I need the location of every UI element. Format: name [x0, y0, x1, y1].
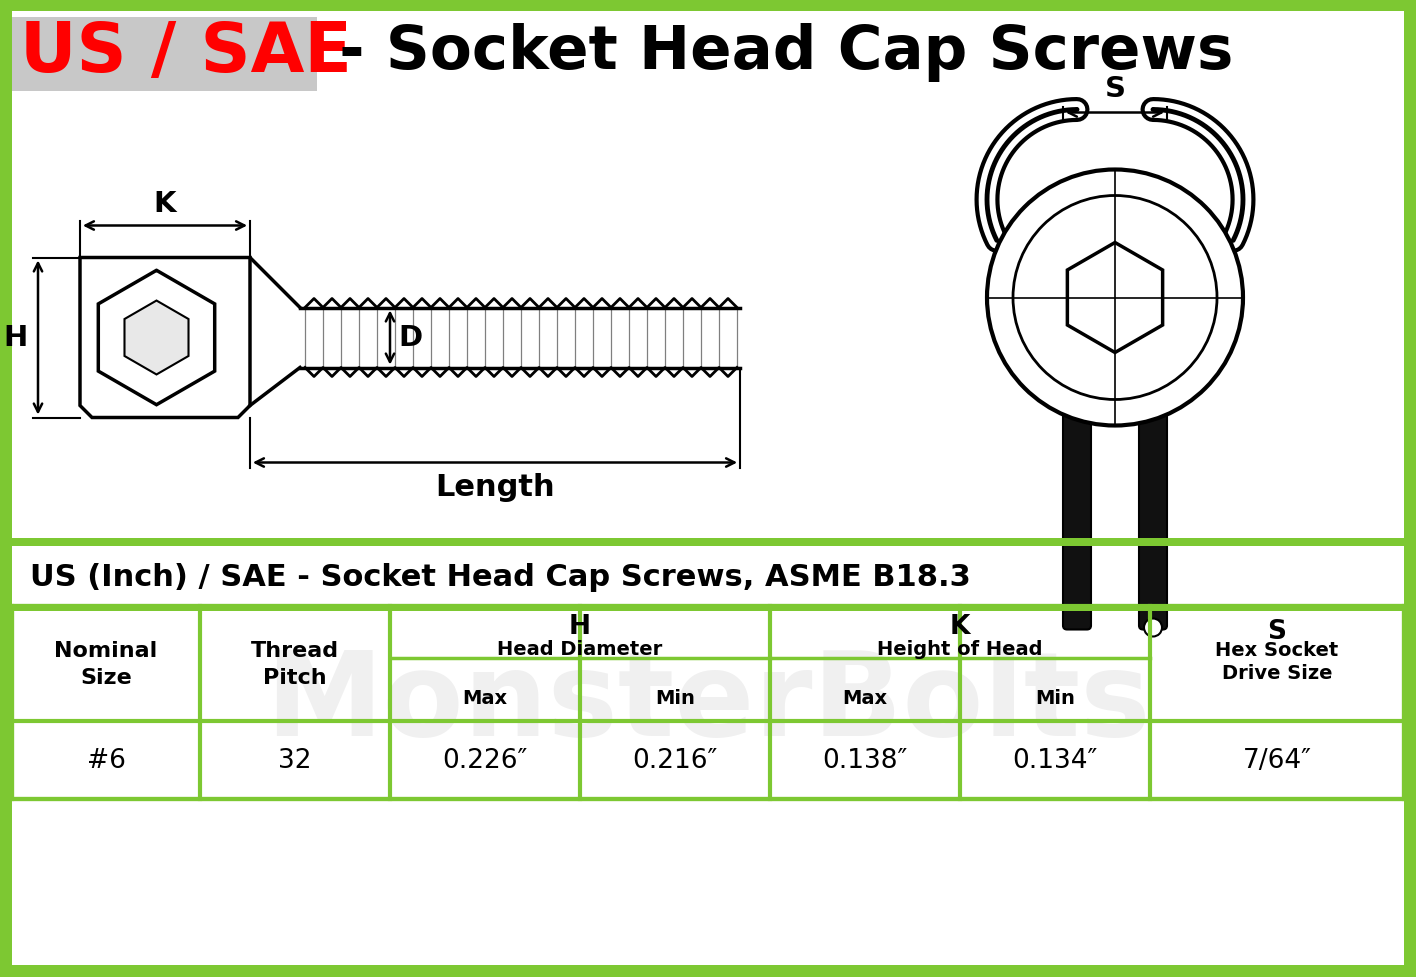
Text: Thread
Pitch: Thread Pitch	[251, 641, 338, 687]
Text: Length: Length	[435, 473, 555, 502]
Polygon shape	[125, 301, 188, 375]
Polygon shape	[1068, 243, 1163, 353]
Text: 0.226″: 0.226″	[442, 747, 528, 773]
Bar	[11, 607, 1405, 799]
Bar	[11, 548, 1405, 607]
Bar	[11, 18, 317, 92]
Text: H: H	[4, 324, 28, 352]
Text: - Socket Head Cap Screws: - Socket Head Cap Screws	[319, 23, 1233, 82]
Text: H: H	[569, 613, 590, 639]
Text: Height of Head: Height of Head	[878, 639, 1042, 658]
Bar	[11, 607, 1405, 612]
FancyBboxPatch shape	[1063, 354, 1090, 630]
FancyBboxPatch shape	[1138, 354, 1167, 630]
Text: Max: Max	[843, 689, 888, 707]
Text: US / SAE: US / SAE	[20, 20, 351, 86]
Text: Min: Min	[656, 689, 695, 707]
Polygon shape	[98, 271, 215, 405]
Bar	[11, 538, 1405, 546]
Circle shape	[1012, 196, 1216, 401]
Text: Hex Socket
Drive Size: Hex Socket Drive Size	[1215, 640, 1338, 683]
Text: D: D	[398, 324, 422, 352]
Circle shape	[1144, 618, 1163, 637]
Text: 0.134″: 0.134″	[1012, 747, 1097, 773]
Text: K: K	[154, 191, 176, 218]
Text: Max: Max	[463, 689, 507, 707]
Text: 32: 32	[279, 747, 312, 773]
Text: US (Inch) / SAE - Socket Head Cap Screws, ASME B18.3: US (Inch) / SAE - Socket Head Cap Screws…	[30, 563, 971, 592]
Text: 0.216″: 0.216″	[633, 747, 718, 773]
Text: Nominal
Size: Nominal Size	[54, 641, 157, 687]
Text: S: S	[1267, 618, 1287, 645]
Text: MonsterBolts: MonsterBolts	[265, 646, 1151, 760]
Text: 7/64″: 7/64″	[1242, 747, 1311, 773]
Text: S: S	[1104, 75, 1126, 104]
Text: Min: Min	[1035, 689, 1075, 707]
Text: #6: #6	[86, 747, 126, 773]
Circle shape	[987, 170, 1243, 426]
Text: 0.138″: 0.138″	[823, 747, 908, 773]
Bar	[300, 308, 741, 368]
Text: K: K	[950, 613, 970, 639]
Text: Head Diameter: Head Diameter	[497, 639, 663, 658]
